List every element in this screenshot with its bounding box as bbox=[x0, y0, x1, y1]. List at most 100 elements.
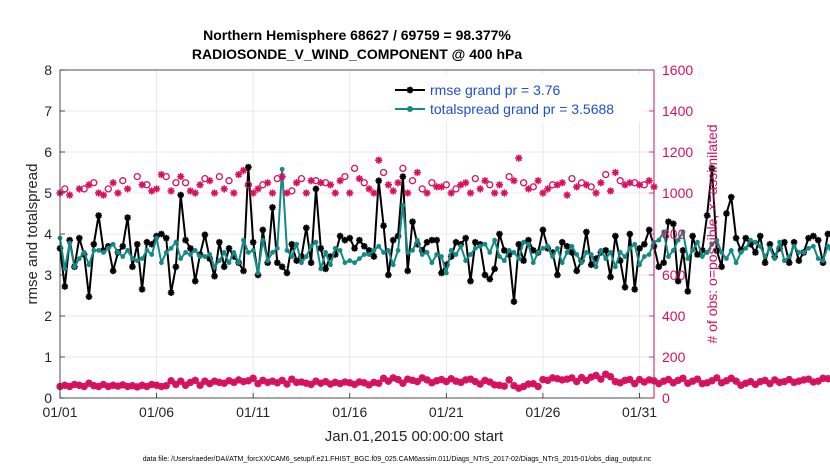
data-point bbox=[761, 259, 769, 266]
data-point bbox=[191, 189, 199, 197]
data-point bbox=[360, 179, 368, 187]
data-point bbox=[795, 257, 803, 264]
data-point bbox=[303, 254, 309, 259]
data-point bbox=[297, 174, 306, 183]
data-point bbox=[101, 250, 106, 255]
data-point bbox=[302, 224, 310, 232]
data-point bbox=[294, 241, 300, 247]
data-point bbox=[245, 163, 252, 171]
data-point bbox=[125, 248, 131, 253]
data-point bbox=[535, 250, 541, 255]
data-point bbox=[284, 248, 290, 253]
data-point bbox=[172, 179, 180, 187]
data-point bbox=[283, 380, 291, 388]
data-point bbox=[516, 256, 522, 261]
data-point bbox=[62, 266, 68, 272]
data-point bbox=[597, 375, 605, 383]
data-point bbox=[796, 250, 802, 255]
data-point bbox=[181, 381, 190, 389]
data-point bbox=[781, 258, 787, 264]
data-point bbox=[389, 187, 397, 195]
data-point bbox=[574, 252, 580, 257]
data-point bbox=[399, 379, 407, 387]
right-y-tick-label: 200 bbox=[662, 349, 686, 365]
right-y-tick-label: 0 bbox=[662, 390, 670, 406]
data-point bbox=[709, 241, 715, 247]
data-point bbox=[109, 179, 117, 187]
data-point bbox=[698, 380, 706, 388]
data-point bbox=[564, 250, 570, 255]
data-point bbox=[67, 240, 73, 246]
data-point bbox=[791, 243, 797, 249]
data-point bbox=[752, 249, 759, 256]
data-point bbox=[376, 243, 382, 249]
data-point bbox=[76, 256, 82, 261]
data-point bbox=[428, 179, 436, 187]
data-point bbox=[472, 245, 478, 251]
data-point bbox=[530, 260, 536, 266]
data-point bbox=[448, 248, 454, 253]
data-point bbox=[539, 189, 547, 197]
data-point bbox=[612, 232, 619, 240]
data-point bbox=[302, 189, 310, 197]
data-point bbox=[462, 376, 470, 384]
data-point bbox=[244, 181, 252, 189]
data-point bbox=[685, 256, 691, 261]
data-point bbox=[278, 263, 286, 271]
data-point bbox=[317, 179, 325, 187]
data-point bbox=[202, 254, 208, 259]
data-point bbox=[404, 267, 412, 275]
data-point bbox=[476, 380, 484, 388]
data-point bbox=[207, 252, 213, 257]
data-point bbox=[269, 204, 276, 211]
data-point bbox=[337, 248, 343, 253]
data-point bbox=[496, 230, 503, 238]
data-point bbox=[250, 248, 256, 253]
data-point bbox=[743, 245, 749, 251]
data-point bbox=[786, 254, 792, 259]
data-point bbox=[519, 179, 528, 187]
data-point bbox=[724, 256, 729, 261]
data-point bbox=[810, 232, 817, 240]
x-tick-label: 01/06 bbox=[139, 404, 174, 420]
data-point bbox=[602, 170, 610, 179]
data-point bbox=[679, 374, 687, 382]
right-y-tick-label: 800 bbox=[662, 226, 686, 242]
x-tick-label: 01/21 bbox=[429, 404, 464, 420]
data-point bbox=[379, 374, 388, 382]
data-point bbox=[230, 189, 238, 197]
data-point bbox=[606, 187, 615, 195]
data-point bbox=[90, 240, 98, 248]
data-point bbox=[495, 181, 504, 189]
data-point bbox=[482, 241, 488, 247]
data-point bbox=[361, 252, 367, 257]
y-tick-label: 3 bbox=[44, 267, 52, 283]
data-point bbox=[414, 237, 420, 243]
data-point bbox=[245, 250, 251, 255]
data-point bbox=[157, 382, 166, 391]
legend-swatch-marker bbox=[406, 86, 414, 94]
series-1 bbox=[57, 166, 830, 276]
data-point bbox=[577, 373, 586, 382]
data-point bbox=[240, 267, 247, 275]
data-point bbox=[384, 377, 392, 385]
data-point bbox=[274, 245, 280, 251]
data-point bbox=[814, 236, 822, 244]
x-tick-label: 01/11 bbox=[236, 404, 270, 420]
data-point bbox=[241, 237, 246, 243]
data-point bbox=[757, 243, 763, 249]
x-tick-label: 01/16 bbox=[332, 404, 367, 420]
data-point bbox=[825, 243, 830, 249]
data-point bbox=[506, 248, 512, 253]
data-point bbox=[751, 380, 760, 389]
data-point bbox=[611, 168, 619, 177]
data-point bbox=[637, 262, 642, 268]
data-point bbox=[326, 181, 335, 189]
data-point bbox=[631, 286, 638, 293]
data-point bbox=[167, 187, 175, 195]
data-point bbox=[394, 375, 402, 384]
data-point bbox=[713, 374, 721, 382]
data-point bbox=[158, 230, 165, 238]
data-point bbox=[500, 247, 508, 254]
data-point bbox=[675, 237, 681, 243]
